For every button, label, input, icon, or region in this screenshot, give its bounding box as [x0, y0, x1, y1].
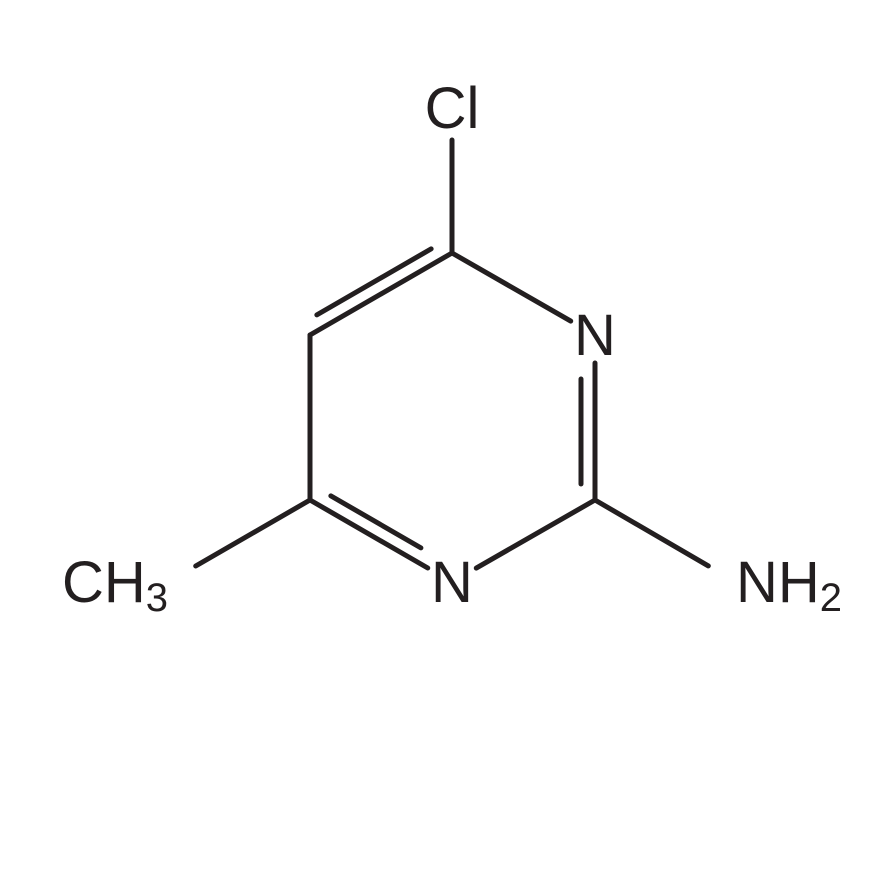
- n1-label: N: [574, 303, 616, 368]
- ch3-label: CH3: [62, 550, 168, 621]
- nh2-label: NH2: [736, 550, 842, 621]
- n3-label: N: [431, 550, 473, 615]
- cl-label: Cl: [425, 76, 480, 141]
- molecule-diagram: N N Cl CH3 NH2: [0, 0, 890, 890]
